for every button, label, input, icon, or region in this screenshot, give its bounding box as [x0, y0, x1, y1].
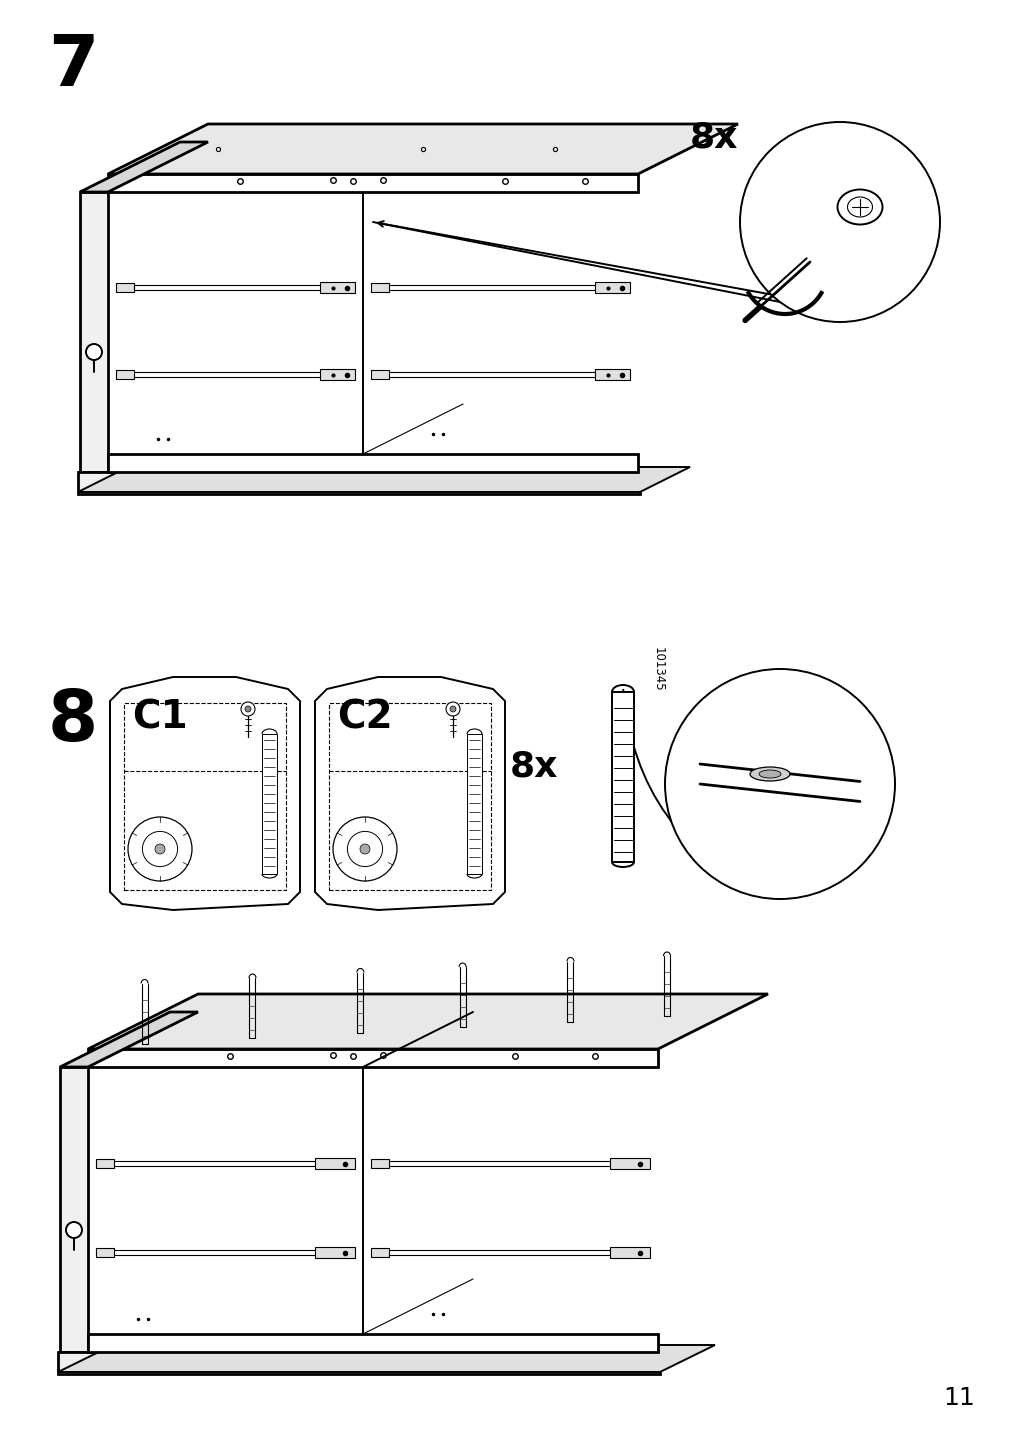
Circle shape: [245, 706, 251, 712]
Text: 101345: 101345: [651, 647, 664, 692]
Polygon shape: [110, 677, 299, 909]
Bar: [96, 1158, 114, 1169]
Circle shape: [241, 702, 255, 716]
Polygon shape: [108, 175, 637, 192]
Text: 8: 8: [48, 687, 98, 756]
Polygon shape: [60, 1067, 88, 1352]
Polygon shape: [58, 1345, 715, 1372]
Polygon shape: [88, 994, 767, 1050]
Ellipse shape: [837, 189, 882, 225]
Text: 8x: 8x: [510, 750, 558, 783]
Polygon shape: [60, 1012, 198, 1067]
Bar: [124, 703, 286, 891]
Circle shape: [333, 818, 396, 881]
Polygon shape: [78, 467, 690, 493]
Bar: [594, 369, 630, 379]
Bar: [96, 1249, 114, 1257]
Bar: [594, 282, 630, 294]
Bar: [319, 369, 355, 379]
Bar: [610, 1158, 649, 1169]
Bar: [116, 369, 133, 379]
Text: 8x: 8x: [690, 120, 738, 155]
Text: 11: 11: [942, 1386, 974, 1411]
Circle shape: [360, 843, 370, 853]
Polygon shape: [88, 1335, 657, 1352]
Bar: [612, 692, 633, 862]
Polygon shape: [80, 142, 208, 192]
Ellipse shape: [749, 768, 790, 780]
Circle shape: [446, 702, 460, 716]
Polygon shape: [314, 677, 504, 909]
Polygon shape: [58, 1352, 659, 1373]
Bar: [371, 1249, 388, 1257]
Bar: [371, 369, 388, 379]
Circle shape: [739, 122, 939, 322]
Bar: [371, 284, 388, 292]
Bar: [262, 735, 277, 874]
Circle shape: [155, 843, 165, 853]
Bar: [314, 1158, 355, 1169]
Bar: [314, 1247, 355, 1257]
Circle shape: [66, 1221, 82, 1239]
Bar: [371, 1158, 388, 1169]
Polygon shape: [108, 454, 637, 473]
Bar: [610, 1247, 649, 1257]
Circle shape: [127, 818, 192, 881]
Polygon shape: [88, 1050, 657, 1067]
Circle shape: [664, 669, 894, 899]
Bar: [329, 703, 490, 891]
Circle shape: [86, 344, 102, 359]
Polygon shape: [108, 125, 737, 175]
Text: C1: C1: [131, 699, 187, 737]
Circle shape: [450, 706, 456, 712]
Polygon shape: [80, 192, 108, 473]
Text: C2: C2: [337, 699, 392, 737]
Bar: [466, 735, 481, 874]
Bar: [116, 284, 133, 292]
Text: 7: 7: [48, 32, 98, 102]
Ellipse shape: [758, 770, 780, 778]
Bar: [319, 282, 355, 294]
Polygon shape: [78, 473, 639, 494]
